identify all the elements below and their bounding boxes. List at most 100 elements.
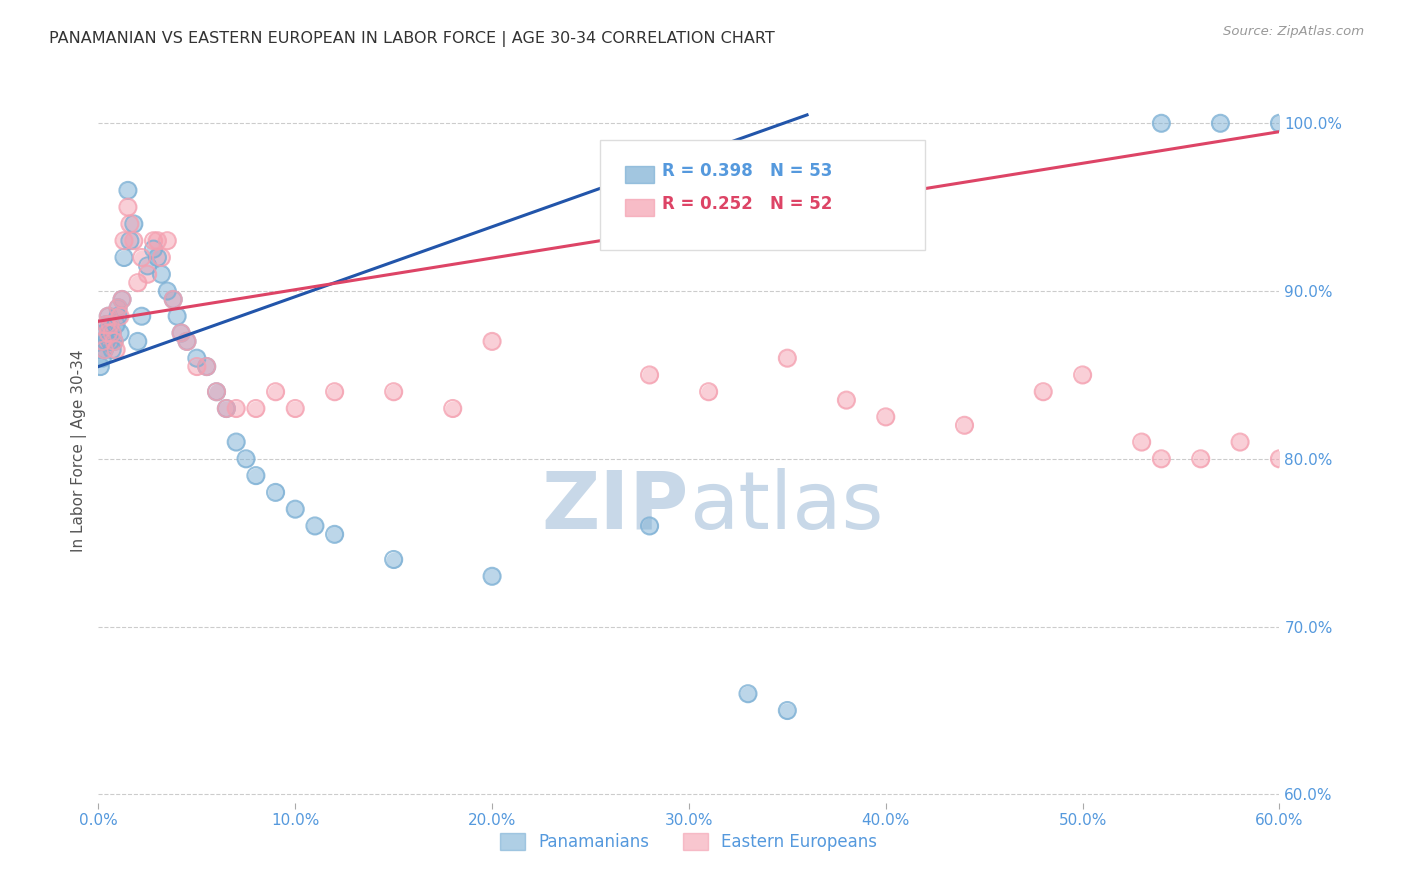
Point (142, 242, 165, 256)
Point (112, 251, 135, 265)
Point (118, 217, 141, 231)
Point (118, 217, 141, 231)
Point (111, 293, 134, 307)
Point (245, 401, 267, 416)
Point (953, 418, 976, 433)
Point (98, 334, 121, 349)
Point (122, 217, 145, 231)
Text: PANAMANIAN VS EASTERN EUROPEAN IN LABOR FORCE | AGE 30-34 CORRELATION CHART: PANAMANIAN VS EASTERN EUROPEAN IN LABOR … (49, 31, 775, 47)
Point (162, 293, 184, 307)
Point (108, 326, 131, 340)
Point (103, 334, 125, 349)
Point (776, 704, 799, 718)
Point (97, 326, 120, 340)
Point (697, 384, 720, 399)
Legend: Panamanians, Eastern Europeans: Panamanians, Eastern Europeans (494, 826, 884, 858)
Point (186, 359, 208, 374)
FancyBboxPatch shape (626, 166, 654, 183)
Point (1268, 116, 1291, 130)
Y-axis label: In Labor Force | Age 30-34: In Labor Force | Age 30-34 (72, 349, 87, 552)
Point (264, 384, 287, 399)
Point (284, 502, 307, 516)
Point (105, 318, 128, 332)
Text: Source: ZipAtlas.com: Source: ZipAtlas.com (1223, 25, 1364, 38)
Point (235, 451, 257, 466)
Point (1229, 435, 1251, 450)
Point (107, 301, 129, 315)
Point (170, 326, 193, 340)
Text: atlas: atlas (689, 467, 883, 546)
Point (737, 687, 759, 701)
Point (166, 310, 188, 324)
Point (441, 401, 464, 416)
Point (225, 401, 247, 416)
Point (111, 293, 134, 307)
Point (118, 234, 141, 248)
Point (150, 268, 173, 282)
Point (1209, 116, 1232, 130)
Point (101, 326, 124, 340)
Point (117, 200, 139, 214)
Point (1268, 116, 1291, 130)
Point (108, 310, 131, 324)
Point (127, 334, 149, 349)
Point (441, 401, 464, 416)
Point (146, 251, 169, 265)
Point (835, 393, 858, 408)
Point (245, 401, 267, 416)
Point (186, 359, 208, 374)
Point (382, 552, 405, 566)
Point (170, 326, 193, 340)
Point (195, 359, 218, 374)
Point (103, 334, 125, 349)
Point (1189, 451, 1212, 466)
Point (176, 334, 198, 349)
Point (97, 310, 120, 324)
Point (112, 234, 135, 248)
Point (1268, 451, 1291, 466)
Point (382, 552, 405, 566)
Point (98, 318, 121, 332)
Point (131, 251, 153, 265)
Point (1209, 116, 1232, 130)
Point (96, 318, 118, 332)
Point (131, 310, 153, 324)
Point (1130, 435, 1153, 450)
Point (156, 234, 179, 248)
Point (156, 284, 179, 298)
Point (89, 359, 111, 374)
Point (91, 351, 114, 366)
Point (150, 268, 173, 282)
Point (136, 268, 159, 282)
Point (146, 251, 169, 265)
Point (323, 384, 346, 399)
Point (195, 359, 218, 374)
Point (215, 401, 238, 416)
Point (111, 293, 134, 307)
Point (776, 704, 799, 718)
Point (205, 384, 228, 399)
Point (91, 351, 114, 366)
Point (186, 351, 208, 366)
Point (1288, 468, 1310, 483)
Point (323, 527, 346, 541)
Point (284, 401, 307, 416)
Point (1189, 451, 1212, 466)
Point (162, 293, 184, 307)
Point (1150, 451, 1173, 466)
Point (122, 234, 145, 248)
Point (98, 318, 121, 332)
Point (91, 334, 114, 349)
Point (195, 359, 218, 374)
Point (101, 326, 124, 340)
Point (111, 293, 134, 307)
Point (112, 234, 135, 248)
Point (323, 527, 346, 541)
Point (142, 242, 165, 256)
Point (107, 301, 129, 315)
Point (1032, 384, 1054, 399)
Point (284, 401, 307, 416)
Point (215, 401, 238, 416)
Point (225, 435, 247, 450)
Point (101, 326, 124, 340)
